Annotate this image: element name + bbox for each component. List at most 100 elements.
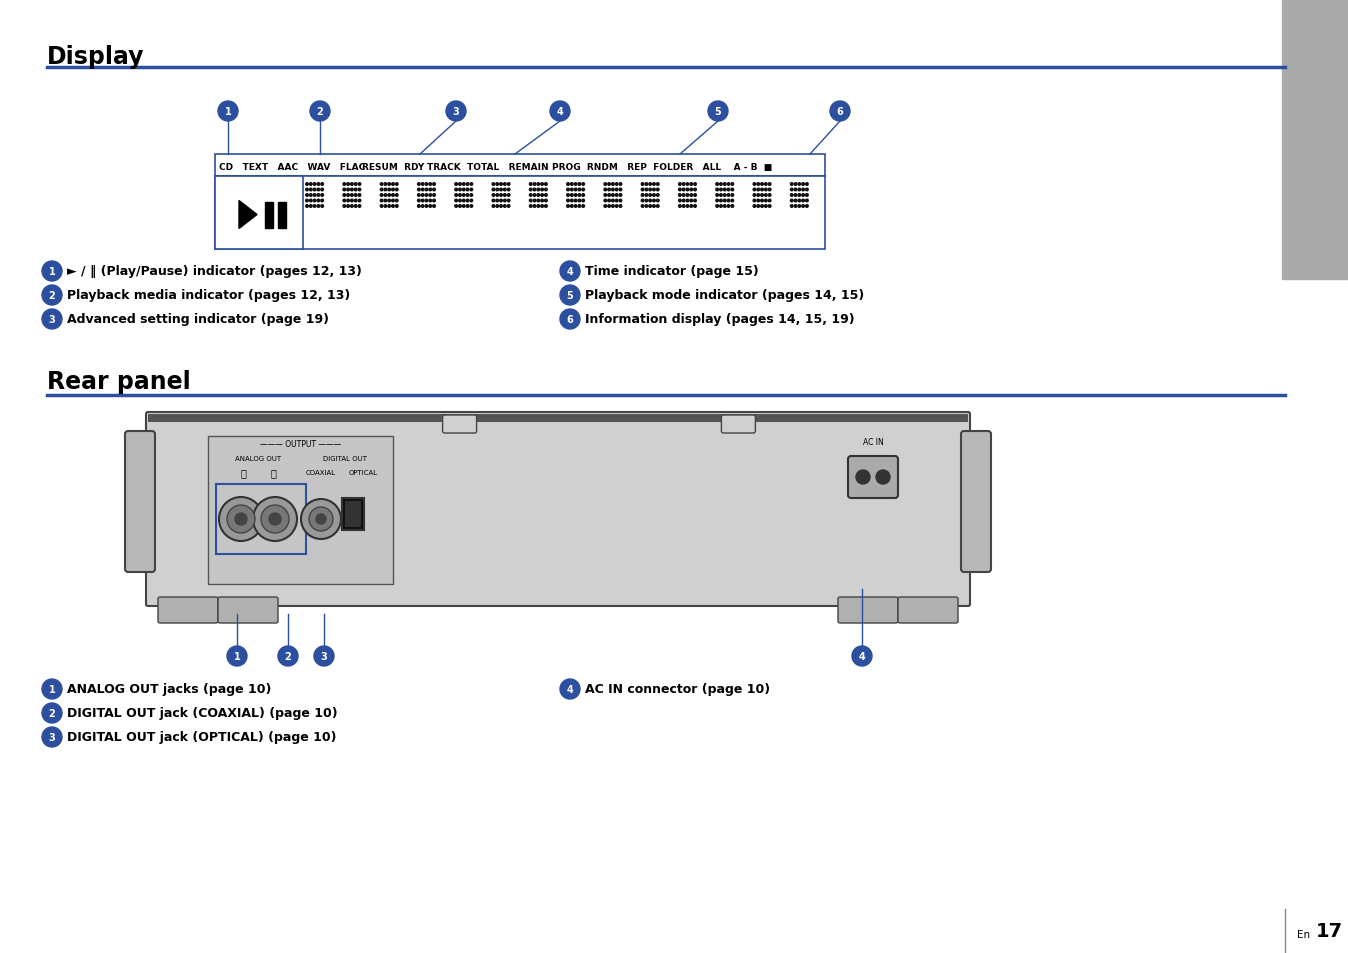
Bar — [345, 501, 361, 527]
Circle shape — [500, 184, 503, 186]
Circle shape — [566, 200, 569, 203]
Text: 2: 2 — [49, 708, 55, 719]
Circle shape — [619, 189, 621, 192]
Circle shape — [342, 184, 345, 186]
Circle shape — [716, 189, 718, 192]
Circle shape — [496, 189, 499, 192]
Circle shape — [346, 184, 349, 186]
Circle shape — [764, 184, 767, 186]
Circle shape — [686, 206, 689, 208]
Circle shape — [355, 194, 357, 197]
Circle shape — [559, 262, 580, 282]
Circle shape — [310, 184, 313, 186]
Circle shape — [694, 194, 697, 197]
Circle shape — [570, 194, 573, 197]
Text: Display: Display — [47, 45, 144, 69]
Circle shape — [454, 184, 457, 186]
Circle shape — [507, 184, 510, 186]
Circle shape — [313, 194, 315, 197]
Text: 3: 3 — [49, 314, 55, 325]
Circle shape — [616, 189, 617, 192]
Circle shape — [537, 194, 539, 197]
Circle shape — [731, 189, 733, 192]
Circle shape — [648, 189, 651, 192]
Circle shape — [350, 194, 353, 197]
Circle shape — [392, 206, 394, 208]
Circle shape — [317, 206, 319, 208]
Circle shape — [534, 194, 535, 197]
Circle shape — [462, 206, 465, 208]
Circle shape — [346, 194, 349, 197]
Circle shape — [534, 189, 535, 192]
Circle shape — [541, 200, 543, 203]
Circle shape — [768, 200, 771, 203]
Circle shape — [574, 184, 577, 186]
Circle shape — [582, 184, 585, 186]
Circle shape — [346, 206, 349, 208]
Circle shape — [690, 189, 693, 192]
Text: 17: 17 — [1316, 922, 1343, 941]
Circle shape — [570, 200, 573, 203]
Circle shape — [619, 200, 621, 203]
Circle shape — [852, 646, 872, 666]
Text: 5: 5 — [714, 107, 721, 117]
Circle shape — [433, 200, 435, 203]
Text: En: En — [1297, 929, 1310, 939]
Circle shape — [466, 206, 469, 208]
Circle shape — [306, 200, 309, 203]
Circle shape — [470, 206, 473, 208]
Circle shape — [492, 189, 495, 192]
Bar — [148, 415, 968, 422]
Circle shape — [355, 184, 357, 186]
Circle shape — [42, 310, 62, 330]
Circle shape — [578, 194, 581, 197]
Circle shape — [422, 200, 425, 203]
Text: OPTICAL: OPTICAL — [348, 470, 377, 476]
Circle shape — [462, 194, 465, 197]
Circle shape — [720, 206, 723, 208]
Circle shape — [392, 200, 394, 203]
Polygon shape — [239, 201, 257, 230]
FancyBboxPatch shape — [146, 413, 971, 606]
Text: DIGITAL OUT jack (COAXIAL) (page 10): DIGITAL OUT jack (COAXIAL) (page 10) — [67, 707, 337, 720]
FancyBboxPatch shape — [218, 598, 278, 623]
Circle shape — [433, 194, 435, 197]
Circle shape — [608, 189, 611, 192]
Circle shape — [278, 646, 298, 666]
Circle shape — [388, 184, 391, 186]
Circle shape — [760, 206, 763, 208]
Circle shape — [306, 206, 309, 208]
Circle shape — [758, 200, 759, 203]
Circle shape — [798, 184, 801, 186]
Circle shape — [604, 200, 607, 203]
Bar — [214, 177, 303, 250]
Circle shape — [537, 206, 539, 208]
Circle shape — [350, 184, 353, 186]
Circle shape — [830, 102, 851, 122]
Text: ANALOG OUT: ANALOG OUT — [235, 456, 282, 461]
Text: 2: 2 — [284, 651, 291, 661]
Circle shape — [253, 497, 297, 541]
Circle shape — [758, 194, 759, 197]
Circle shape — [604, 189, 607, 192]
Circle shape — [541, 194, 543, 197]
Circle shape — [678, 184, 681, 186]
Circle shape — [708, 102, 728, 122]
Circle shape — [418, 200, 421, 203]
Circle shape — [433, 184, 435, 186]
Circle shape — [492, 184, 495, 186]
Circle shape — [794, 200, 797, 203]
Text: 6: 6 — [837, 107, 844, 117]
Circle shape — [716, 206, 718, 208]
Circle shape — [619, 206, 621, 208]
Circle shape — [754, 194, 756, 197]
Circle shape — [678, 200, 681, 203]
Circle shape — [574, 194, 577, 197]
Circle shape — [462, 200, 465, 203]
Circle shape — [646, 184, 647, 186]
Circle shape — [731, 184, 733, 186]
Bar — [342, 498, 364, 531]
Circle shape — [682, 189, 685, 192]
Circle shape — [798, 200, 801, 203]
Circle shape — [388, 206, 391, 208]
